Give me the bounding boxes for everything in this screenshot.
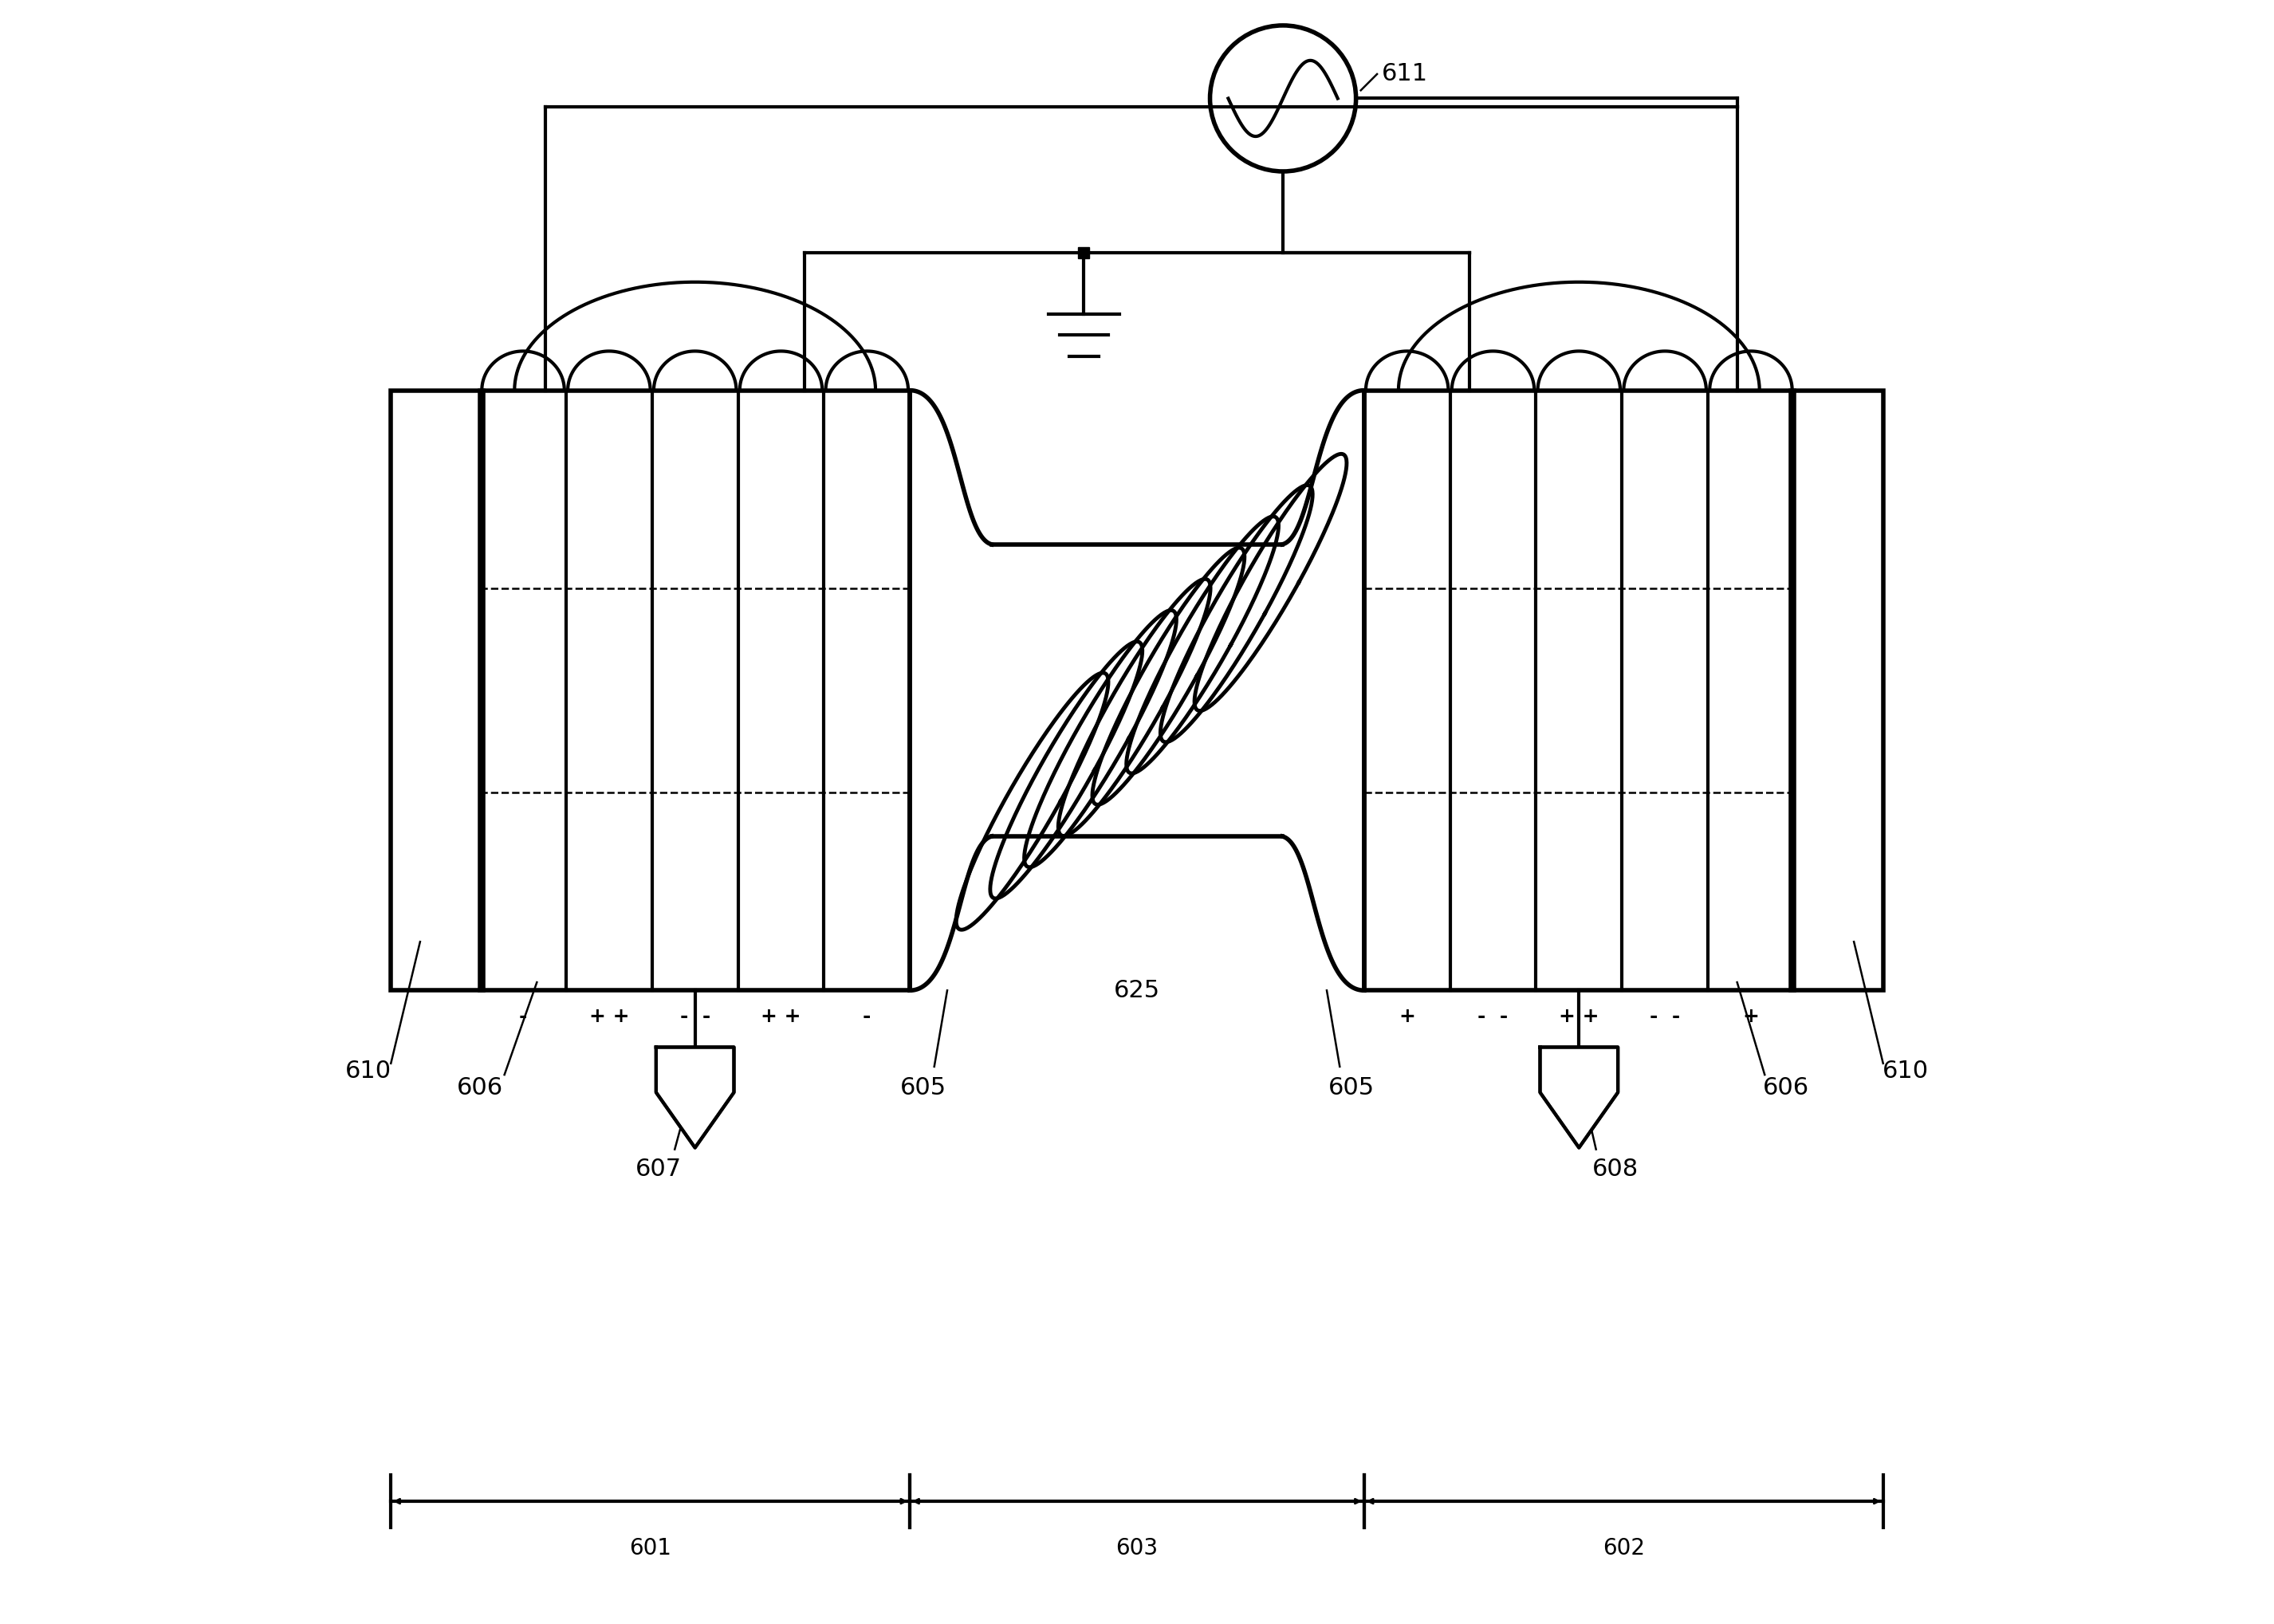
Text: 610: 610 bbox=[1883, 1060, 1928, 1083]
Text: -  -: - - bbox=[1478, 1007, 1508, 1026]
Text: 610: 610 bbox=[346, 1060, 391, 1083]
Text: +: + bbox=[1742, 1007, 1760, 1026]
Text: 605: 605 bbox=[1328, 1077, 1373, 1099]
Text: -  -: - - bbox=[1649, 1007, 1680, 1026]
Text: 602: 602 bbox=[1603, 1536, 1644, 1559]
Text: -: - bbox=[862, 1007, 871, 1026]
Bar bbox=[1790, 390, 1883, 991]
Text: 625: 625 bbox=[1114, 979, 1160, 1002]
Text: + +: + + bbox=[762, 1007, 800, 1026]
Text: -  -: - - bbox=[680, 1007, 709, 1026]
Text: +: + bbox=[1399, 1007, 1414, 1026]
Text: 603: 603 bbox=[1117, 1536, 1157, 1559]
Bar bbox=[480, 390, 910, 991]
Text: 605: 605 bbox=[901, 1077, 946, 1099]
Text: 611: 611 bbox=[1380, 63, 1428, 86]
Bar bbox=[1364, 390, 1794, 991]
Bar bbox=[391, 390, 484, 991]
Text: + +: + + bbox=[589, 1007, 630, 1026]
Polygon shape bbox=[657, 1047, 735, 1148]
Text: -: - bbox=[518, 1007, 528, 1026]
Text: 607: 607 bbox=[634, 1158, 682, 1181]
Text: 601: 601 bbox=[630, 1536, 671, 1559]
Text: + +: + + bbox=[1560, 1007, 1599, 1026]
Polygon shape bbox=[1539, 1047, 1617, 1148]
Text: 606: 606 bbox=[457, 1077, 503, 1099]
Text: 606: 606 bbox=[1762, 1077, 1808, 1099]
Text: 608: 608 bbox=[1592, 1158, 1640, 1181]
